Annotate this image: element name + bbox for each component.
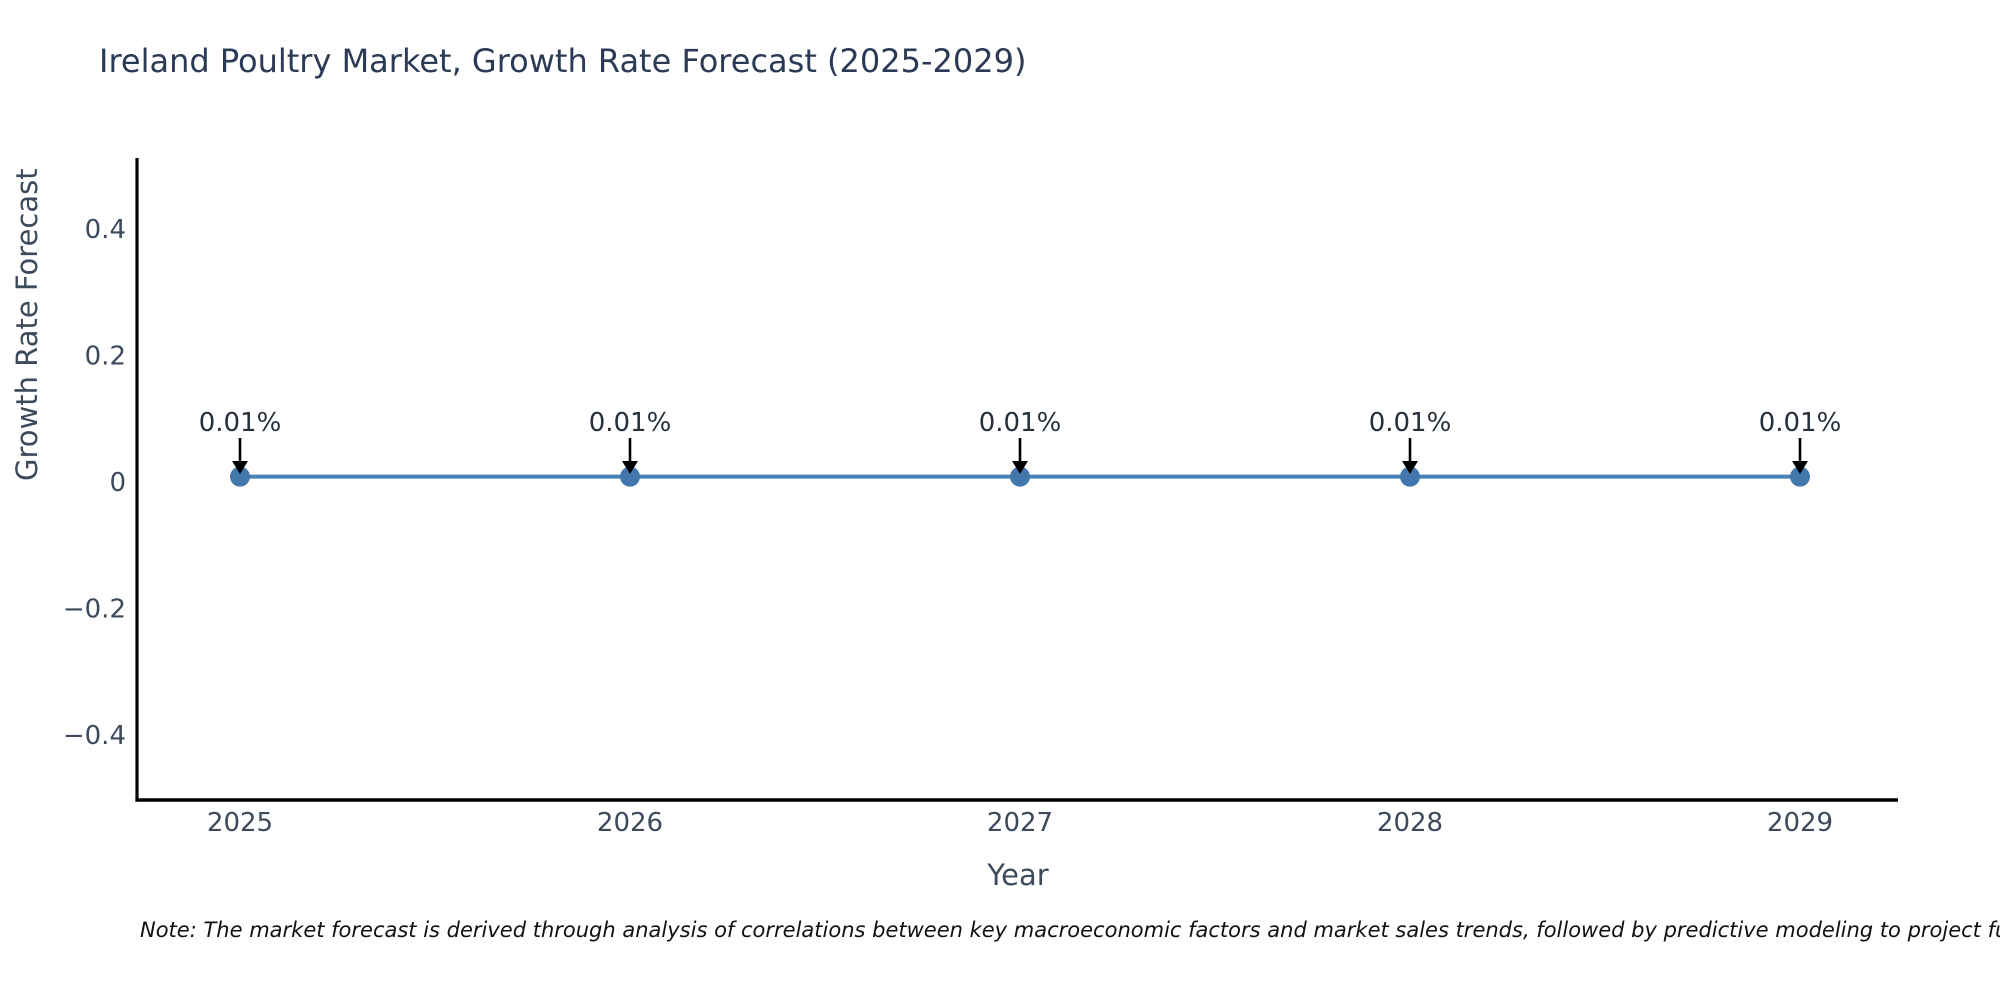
data-point: [1400, 466, 1420, 487]
y-tick-label: −0.2: [63, 595, 126, 625]
y-tick-label: 0.2: [85, 342, 126, 372]
annotation-arrowhead-icon: [1012, 461, 1028, 474]
annotation-arrowhead-icon: [232, 461, 248, 474]
x-axis-title: Year: [987, 858, 1049, 892]
x-tick-label: 2028: [1377, 808, 1443, 838]
chart-title: Ireland Poultry Market, Growth Rate Fore…: [99, 42, 1027, 80]
x-tick-label: 2027: [987, 808, 1053, 838]
point-value-label: 0.01%: [199, 408, 282, 438]
data-point: [1790, 466, 1810, 487]
x-tick-label: 2029: [1767, 808, 1833, 838]
y-tick-label: 0: [109, 468, 126, 498]
point-value-label: 0.01%: [589, 408, 672, 438]
annotation-arrowhead-icon: [622, 461, 638, 474]
x-tick-label: 2025: [207, 808, 273, 838]
point-value-label: 0.01%: [979, 408, 1062, 438]
annotation-arrowhead-icon: [1402, 461, 1418, 474]
y-tick-label: −0.4: [63, 721, 126, 751]
point-value-label: 0.01%: [1759, 408, 1842, 438]
point-value-label: 0.01%: [1369, 408, 1452, 438]
annotation-arrowhead-icon: [1792, 461, 1808, 474]
data-point: [1010, 466, 1030, 487]
x-tick-label: 2026: [597, 808, 663, 838]
data-point: [620, 466, 640, 487]
data-point: [230, 466, 250, 487]
y-tick-label: 0.4: [85, 215, 126, 245]
footnote: Note: The market forecast is derived thr…: [140, 918, 2000, 942]
